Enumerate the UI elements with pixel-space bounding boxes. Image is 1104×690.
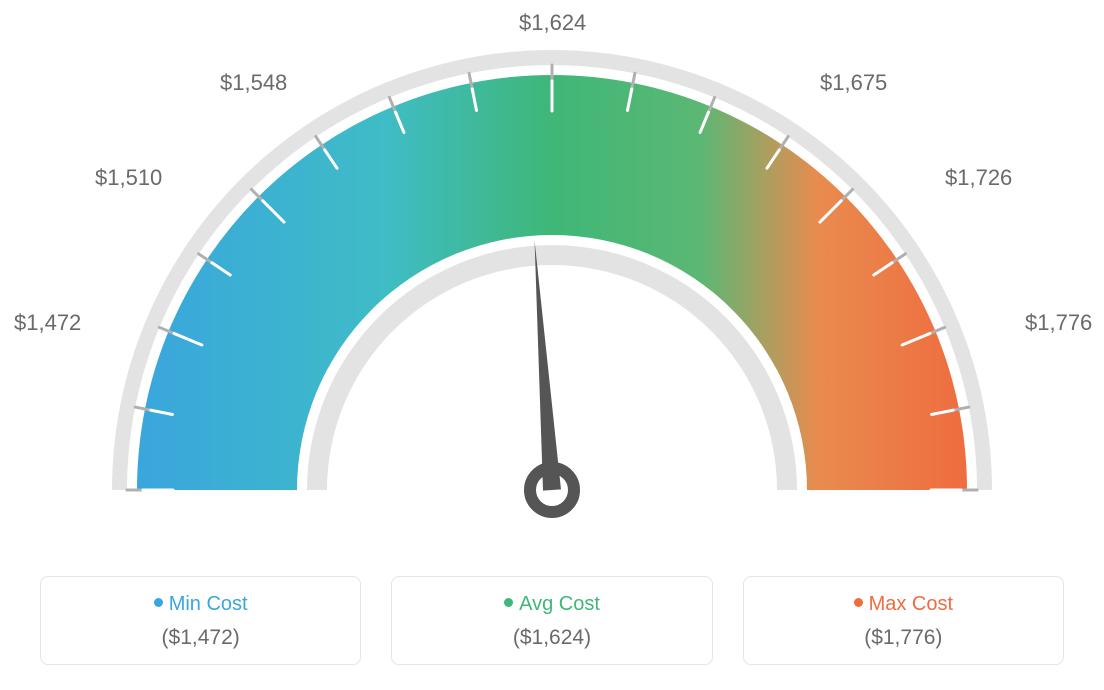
legend-avg-value: ($1,624): [402, 626, 701, 650]
legend-min-label: Min Cost: [169, 593, 248, 615]
gauge-svg: [0, 0, 1104, 560]
legend-max-value: ($1,776): [754, 626, 1053, 650]
gauge-tick-label: $1,726: [945, 165, 1012, 191]
legend-card-avg: Avg Cost ($1,624): [391, 576, 712, 665]
gauge-tick-label: $1,472: [14, 310, 81, 336]
gauge-tick-label: $1,776: [1025, 310, 1092, 336]
gauge: $1,472 $1,510 $1,548 $1,624 $1,675 $1,726 $1,7…: [0, 0, 1104, 560]
legend-avg-title: Avg Cost: [402, 593, 701, 616]
gauge-tick-label: $1,510: [95, 165, 162, 191]
legend-max-label: Max Cost: [869, 593, 953, 615]
dot-icon: [154, 598, 163, 607]
legend-avg-label: Avg Cost: [519, 593, 600, 615]
dot-icon: [504, 598, 513, 607]
gauge-tick-label: $1,675: [820, 70, 887, 96]
gauge-tick-label: $1,548: [220, 70, 287, 96]
legend-row: Min Cost ($1,472) Avg Cost ($1,624) Max …: [40, 576, 1064, 665]
legend-max-title: Max Cost: [754, 593, 1053, 616]
legend-card-max: Max Cost ($1,776): [743, 576, 1064, 665]
chart-container: $1,472 $1,510 $1,548 $1,624 $1,675 $1,726 $1,7…: [0, 0, 1104, 690]
dot-icon: [854, 598, 863, 607]
gauge-tick-label: $1,624: [519, 10, 586, 36]
legend-min-value: ($1,472): [51, 626, 350, 650]
legend-card-min: Min Cost ($1,472): [40, 576, 361, 665]
legend-min-title: Min Cost: [51, 593, 350, 616]
